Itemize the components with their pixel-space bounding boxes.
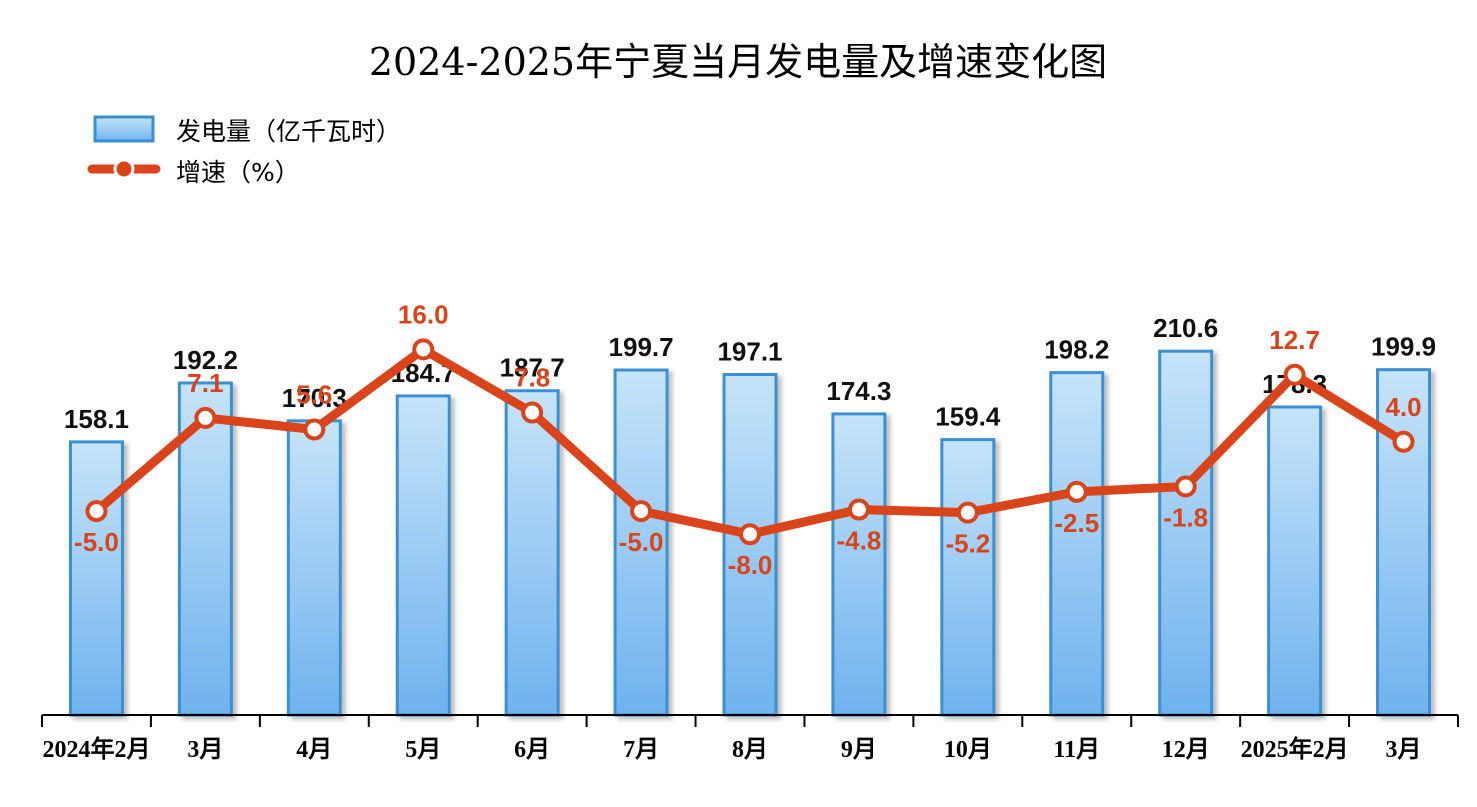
bar-value-label: 159.4 (935, 402, 1001, 432)
bar-value-label: 199.9 (1371, 332, 1436, 362)
growth-value-label: 4.0 (1385, 392, 1421, 422)
growth-point (521, 401, 544, 424)
growth-value-label: 16.0 (398, 299, 449, 329)
legend-line-marker (113, 158, 135, 180)
bar-value-label: 192.2 (173, 345, 238, 375)
growth-value-label: -5.0 (619, 527, 664, 557)
bar (68, 440, 124, 717)
growth-point (956, 501, 979, 524)
bar-value-label: 170.3 (282, 383, 347, 413)
growth-point (412, 338, 435, 361)
growth-labels-group: -5.0 7.1 5.6 16.0 7.8 -5.0 -8.0 -4.8 -5.2 -2.5 -1.… (74, 299, 1422, 580)
x-tick-label: 3月 (187, 737, 223, 763)
legend-bar-label: 发电量（亿千瓦时） (176, 117, 401, 146)
growth-value-label: 7.8 (514, 363, 550, 393)
bar (613, 368, 669, 717)
x-tick-label: 11月 (1053, 737, 1100, 763)
bar (395, 394, 451, 717)
x-tick-label: 8月 (732, 737, 768, 763)
growth-point (1065, 480, 1088, 503)
bar-value-label: 158.1 (64, 404, 129, 434)
x-tick-label: 5月 (405, 737, 441, 763)
x-axis: 2024年2月 3月 4月 5月 6月 7月 8月 9月 10月 11月 12月 2025年2月 3月 (41, 714, 1459, 763)
growth-value-label: 5.6 (296, 379, 332, 409)
growth-value-label: -1.8 (1163, 502, 1208, 532)
bar (1049, 371, 1105, 717)
x-tick-label: 7月 (623, 737, 659, 763)
legend-line-label: 增速（%） (176, 158, 300, 187)
bar (940, 438, 996, 717)
growth-point (303, 418, 326, 441)
growth-point (1283, 363, 1306, 386)
bar-value-label: 187.7 (500, 353, 565, 383)
bar (831, 412, 887, 717)
growth-value-label: -5.0 (74, 527, 119, 557)
growth-point (739, 523, 761, 546)
x-tick-label: 9月 (841, 737, 877, 763)
bar (504, 389, 560, 717)
growth-value-label: 7.1 (187, 368, 223, 398)
growth-point (85, 500, 108, 523)
x-tick-label: 6月 (514, 737, 550, 763)
x-tick-label: 2025年2月 (1241, 735, 1349, 763)
growth-point (1392, 430, 1415, 453)
bar-value-label: 197.1 (717, 337, 782, 367)
growth-value-label: -8.0 (728, 550, 773, 580)
legend-bar-swatch (93, 115, 155, 143)
bar (286, 419, 342, 717)
x-tick-label: 12月 (1162, 737, 1210, 763)
x-tick-label: 3月 (1386, 737, 1422, 763)
growth-value-label: -5.2 (945, 529, 990, 559)
growth-value-label: -4.8 (837, 526, 882, 556)
x-tick-label: 10月 (944, 737, 992, 763)
x-tick-label: 4月 (296, 737, 332, 763)
growth-value-label: 12.7 (1269, 325, 1320, 355)
growth-point (1174, 475, 1197, 498)
bar-value-label: 210.6 (1153, 313, 1218, 343)
legend: 发电量（亿千瓦时） 增速（%） (87, 115, 401, 187)
bar-value-label: 199.7 (609, 332, 674, 362)
growth-point (194, 406, 217, 429)
chart-title: 2024-2025年宁夏当月发电量及增速变化图 (369, 40, 1107, 84)
growth-point (847, 498, 870, 521)
x-tick-label: 2024年2月 (42, 735, 150, 763)
growth-point (630, 500, 653, 523)
growth-value-label: -2.5 (1054, 508, 1099, 538)
bar (1267, 405, 1323, 717)
bar-value-label: 174.3 (826, 376, 891, 406)
bars-group (68, 349, 1432, 717)
growth-line-group (85, 338, 1415, 546)
bar-value-label: 198.2 (1044, 335, 1109, 365)
bar (1158, 349, 1214, 717)
